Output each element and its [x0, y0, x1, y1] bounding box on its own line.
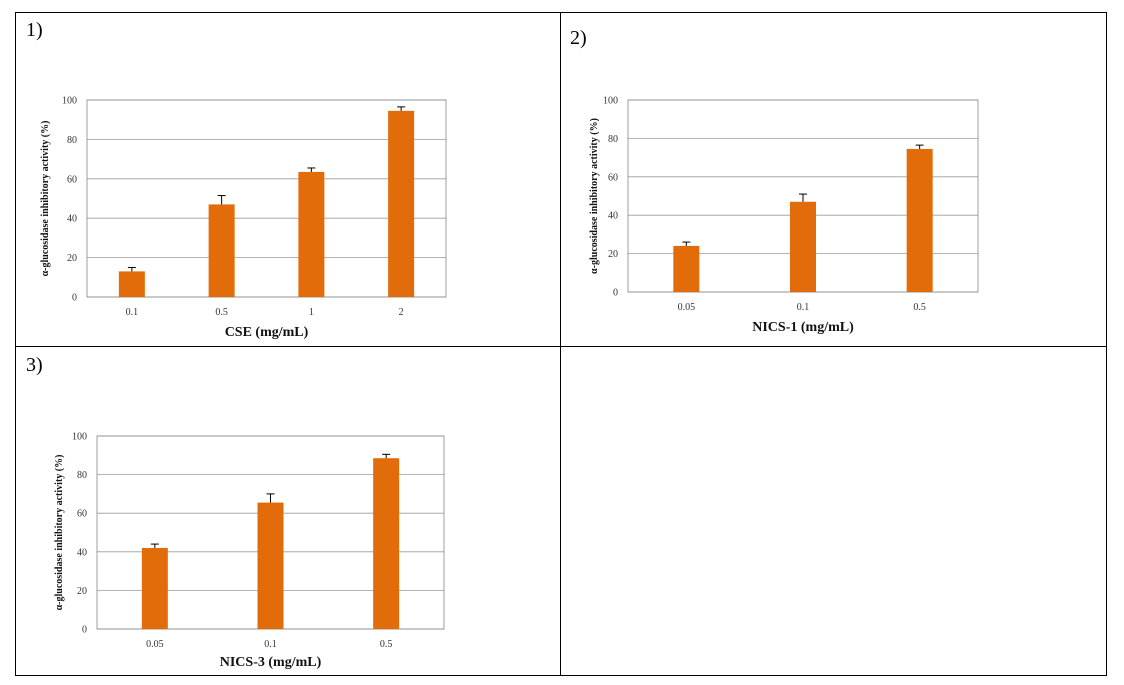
- panel-label: 1): [26, 19, 43, 41]
- x-tick-label: 0.5: [913, 302, 926, 313]
- x-tick-label: 0.05: [146, 639, 164, 650]
- x-tick-label: 0.1: [797, 302, 810, 313]
- y-axis-label: α-glucosidase inhibitory activity (%): [54, 455, 65, 611]
- x-tick-label: 0.5: [380, 639, 393, 650]
- y-tick-label: 40: [67, 214, 77, 225]
- y-tick-label: 0: [82, 625, 87, 636]
- y-tick-label: 40: [77, 547, 87, 558]
- bar: [141, 547, 168, 629]
- bar: [208, 204, 235, 297]
- y-tick-label: 100: [603, 96, 618, 107]
- x-axis-label: NICS-3 (mg/mL): [220, 655, 322, 670]
- y-tick-label: 80: [67, 135, 77, 146]
- x-tick-label: 1: [309, 307, 314, 318]
- y-tick-label: 80: [608, 134, 618, 145]
- y-tick-label: 60: [608, 172, 618, 183]
- x-tick-label: 0.5: [215, 307, 228, 318]
- bar: [118, 271, 145, 297]
- y-axis-label: α-glucosidase inhibitory activity (%): [40, 121, 51, 277]
- y-tick-label: 100: [72, 432, 87, 443]
- y-axis-label: α-glucosidase inhibitory activity (%): [589, 118, 600, 274]
- x-axis-label: CSE (mg/mL): [225, 325, 309, 340]
- bar: [673, 245, 700, 292]
- x-tick-label: 0.05: [678, 302, 696, 313]
- bar: [298, 171, 325, 297]
- table-frame: [15, 12, 1107, 676]
- y-tick-label: 100: [62, 96, 77, 107]
- bar: [373, 458, 400, 629]
- panel-label: 2): [570, 27, 587, 49]
- y-tick-label: 40: [608, 211, 618, 222]
- bar: [790, 201, 816, 292]
- y-tick-label: 20: [67, 253, 77, 264]
- y-tick-label: 60: [77, 509, 87, 520]
- x-tick-label: 0.1: [264, 639, 277, 650]
- x-tick-label: 2: [399, 307, 404, 318]
- x-axis-label: NICS-1 (mg/mL): [752, 320, 854, 335]
- y-tick-label: 20: [608, 249, 618, 260]
- y-tick-label: 80: [77, 470, 87, 481]
- plot-frame: [86, 99, 447, 298]
- y-tick-label: 0: [72, 293, 77, 304]
- panel-label: 3): [26, 354, 43, 376]
- y-tick-label: 0: [613, 288, 618, 299]
- y-tick-label: 60: [67, 174, 77, 185]
- bar: [257, 502, 284, 629]
- bar: [388, 110, 415, 298]
- x-tick-label: 0.1: [126, 307, 139, 318]
- y-tick-label: 20: [77, 586, 87, 597]
- bar: [906, 148, 933, 292]
